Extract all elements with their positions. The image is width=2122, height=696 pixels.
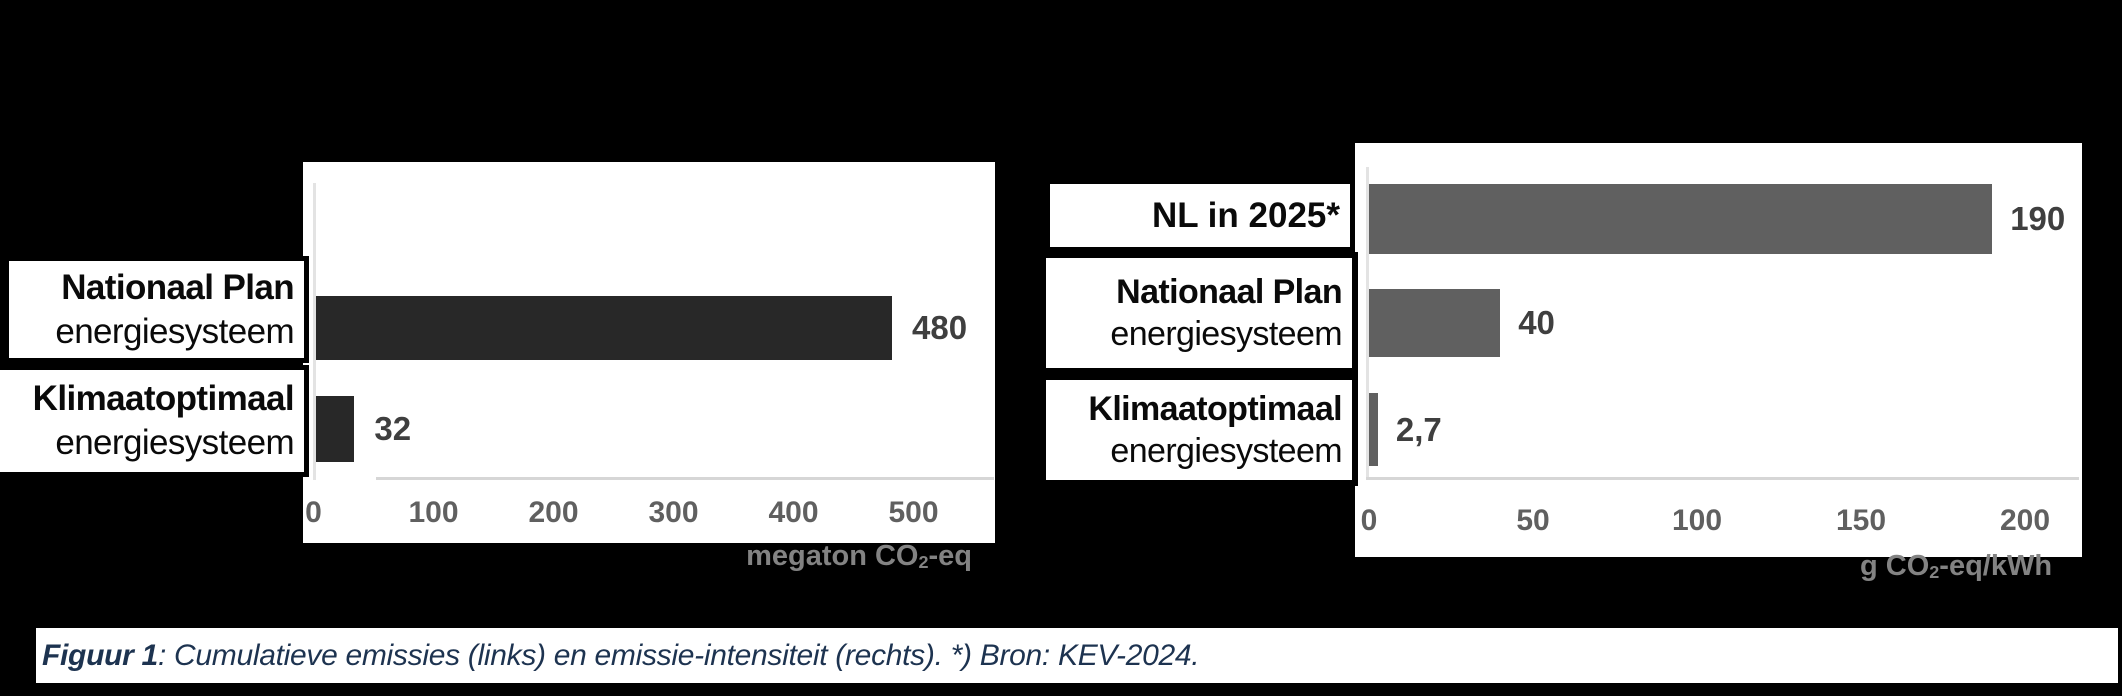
bar — [1369, 393, 1378, 466]
unit-prefix: g CO — [1860, 550, 1930, 582]
category-line-2: energiesysteem — [1110, 432, 1342, 470]
x-tick-label: 500 — [888, 496, 939, 529]
caption-text: : Cumulatieve emissies (links) en emissi… — [157, 638, 1200, 672]
category-line-1: Nationaal Plan — [1116, 273, 1342, 311]
value-label: 190 — [2010, 200, 2066, 237]
x-tick-label: 50 — [1516, 504, 1550, 537]
unit-subscript: 2 — [1929, 562, 1940, 583]
figure-caption: Figuur 1: Cumulatieve emissies (links) e… — [36, 628, 2118, 683]
x-tick-label: 100 — [408, 496, 459, 529]
unit-suffix: -eq/kWh — [1939, 550, 2053, 582]
x-tick-label: 200 — [528, 496, 579, 529]
bar — [316, 396, 355, 462]
left-chart-category-klimaatoptimaal: Klimaatoptimaal energiesysteem — [0, 365, 309, 477]
right-chart-category-nl-2025: NL in 2025* — [1045, 179, 1355, 252]
category-line-1: Klimaatoptimaal — [1088, 390, 1342, 428]
category-line-1: Nationaal Plan — [61, 267, 294, 307]
unit-prefix: megaton CO — [746, 540, 919, 572]
value-label: 40 — [1518, 304, 1555, 341]
value-label: 32 — [374, 410, 412, 447]
x-tick-label: 400 — [768, 496, 819, 529]
x-tick-label: 300 — [648, 496, 699, 529]
right-chart-y-axis-line — [1366, 167, 1369, 480]
category-line-2: energiesysteem — [55, 423, 294, 462]
x-tick-label: 0 — [305, 496, 322, 529]
unit-suffix: -eq — [928, 540, 973, 572]
left-chart-y-axis-line — [313, 183, 316, 480]
bar — [1369, 184, 1993, 254]
x-tick-label: 200 — [1999, 504, 2051, 537]
value-label: 480 — [912, 309, 968, 346]
unit-subscript: 2 — [918, 552, 929, 573]
x-tick-label: 100 — [1671, 504, 1723, 537]
right-chart-axis-unit-label: g CO2-eq/kWh — [1860, 551, 2052, 585]
x-tick-label: 150 — [1835, 504, 1887, 537]
left-chart-x-axis-line — [376, 477, 994, 480]
x-tick-label: 0 — [1360, 504, 1378, 537]
right-chart-category-nationaal-plan: Nationaal Plan energiesysteem — [1040, 252, 1358, 374]
category-line-2: energiesysteem — [1110, 315, 1342, 353]
bar — [1369, 289, 1501, 357]
category-line-1: Klimaatoptimaal — [32, 379, 295, 418]
left-chart-category-nationaal-plan: Nationaal Plan energiesysteem — [4, 256, 309, 363]
value-label: 2,7 — [1395, 410, 1442, 448]
category-line-1: NL in 2025* — [1151, 195, 1340, 235]
bar — [316, 296, 892, 360]
category-line-2: energiesysteem — [55, 311, 294, 351]
right-chart-category-klimaatoptimaal: Klimaatoptimaal energiesysteem — [1040, 374, 1358, 486]
caption-bottom-border — [48, 683, 2122, 696]
left-chart-axis-unit-label: megaton CO2-eq — [640, 541, 972, 575]
right-chart-x-axis-line — [1366, 477, 2079, 480]
caption-label: Figuur 1 — [42, 638, 158, 672]
